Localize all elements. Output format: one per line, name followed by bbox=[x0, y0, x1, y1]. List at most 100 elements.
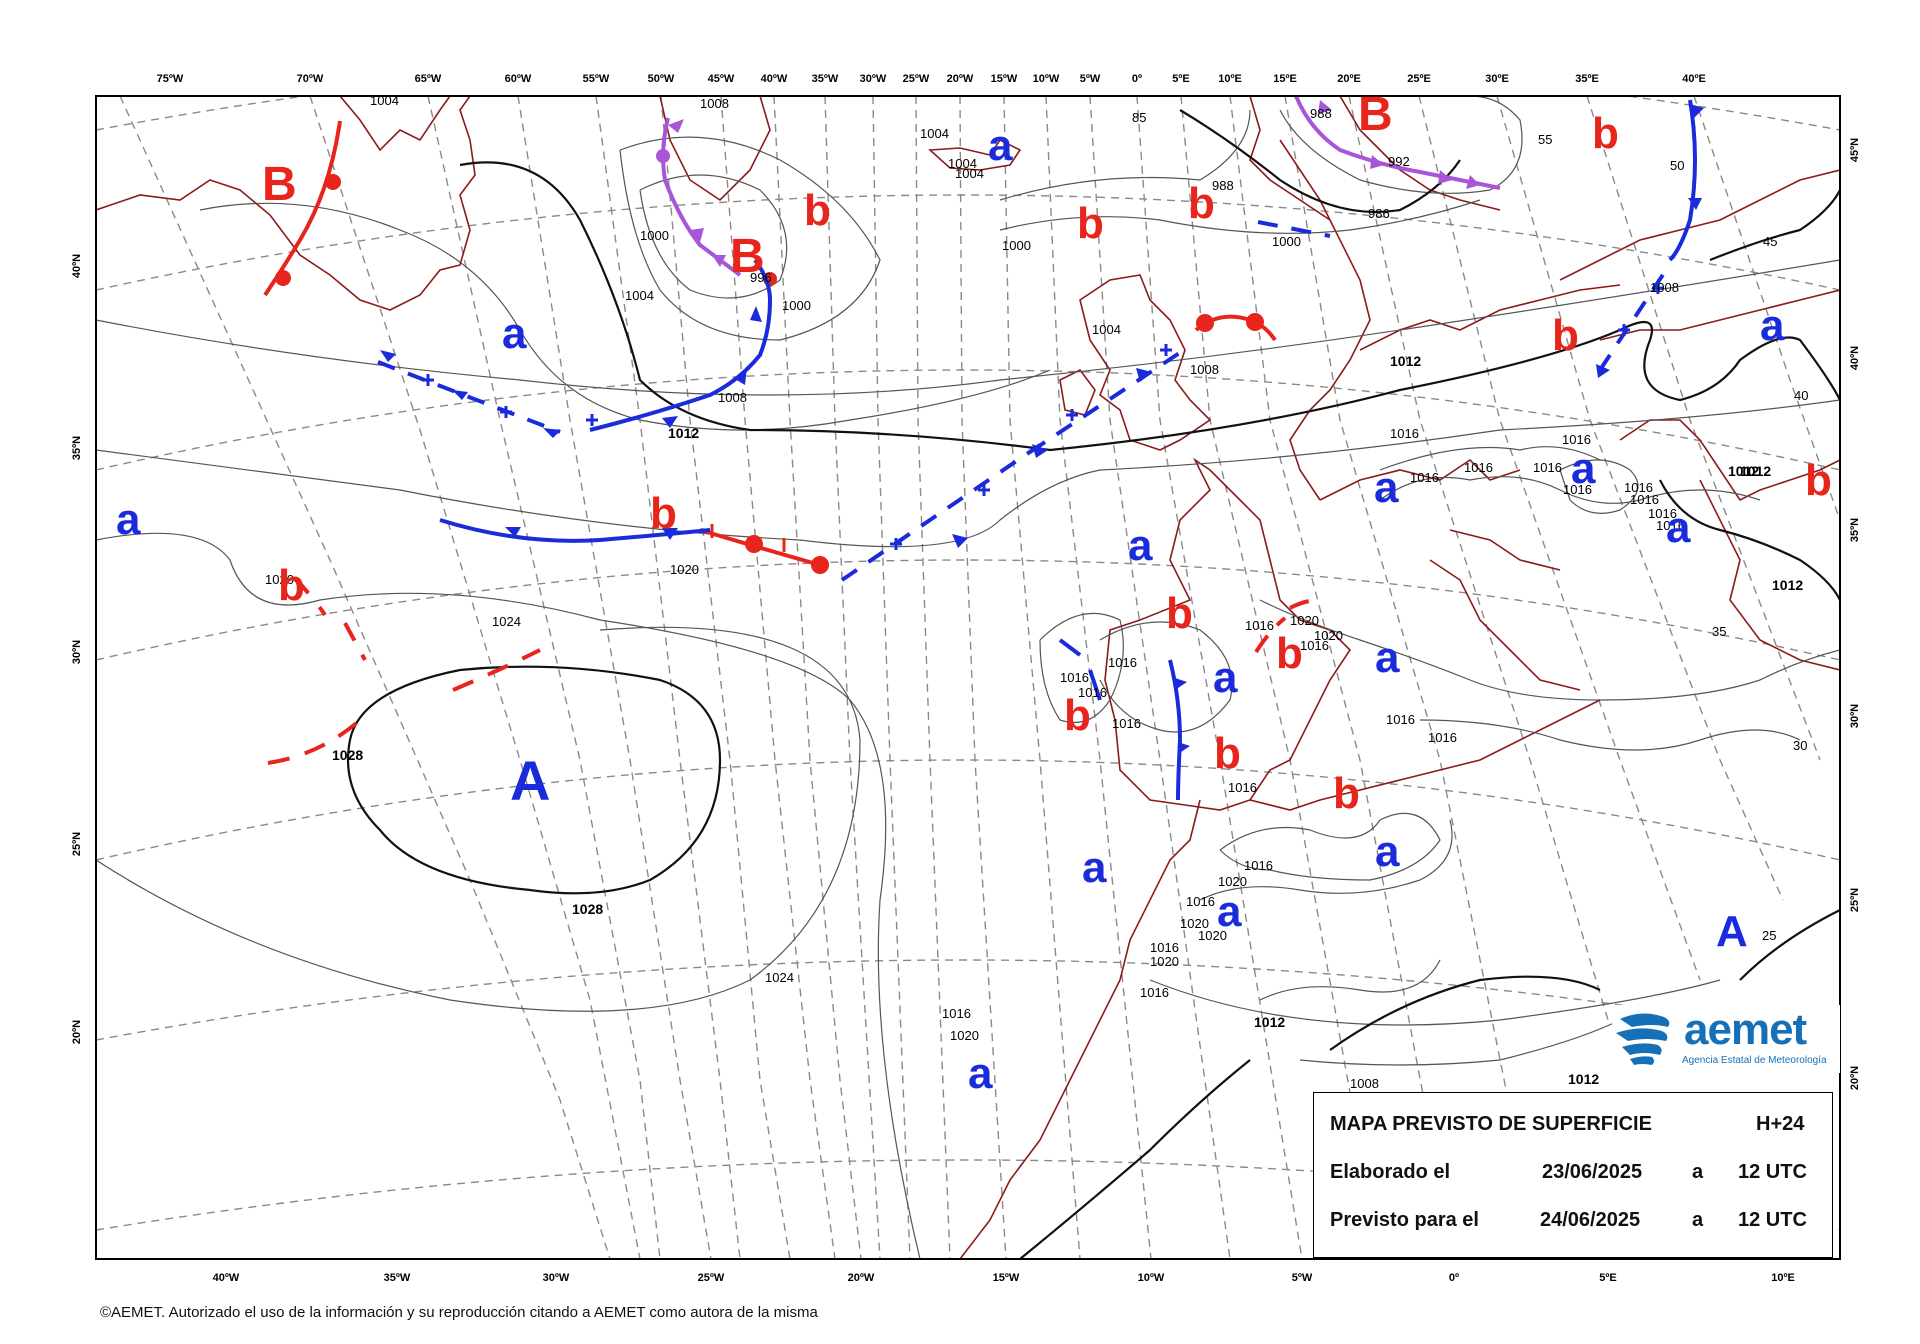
isobar-label: 1016 bbox=[1562, 432, 1591, 447]
tick-label: 35ºN bbox=[71, 436, 83, 460]
tick-label: 45ºW bbox=[708, 73, 735, 85]
isobar-label: 996 bbox=[750, 270, 772, 285]
isobar-label: 1020 bbox=[1198, 928, 1227, 943]
aemet-wordmark: aemet bbox=[1684, 1005, 1807, 1054]
tick-label: 5ºW bbox=[1080, 73, 1101, 85]
isobar-label: 55 bbox=[1538, 132, 1552, 147]
tick-label: 20ºN bbox=[1849, 1066, 1861, 1090]
high-center: a bbox=[988, 121, 1013, 170]
low-center-major: B bbox=[262, 158, 297, 211]
isobar-label: 1012 bbox=[1568, 1071, 1599, 1087]
tick-label: 65ºW bbox=[415, 73, 442, 85]
high-center: a bbox=[1760, 301, 1785, 350]
warm-front-markers bbox=[275, 174, 1264, 574]
isobar-labels: 1004 1008 1004 1000 1004 996 1000 1008 1… bbox=[265, 93, 1808, 1091]
tick-label: 5ºW bbox=[1292, 1272, 1313, 1284]
right-latitude-ticks: 45ºN 40ºN 35ºN 30ºN 25ºN 20ºN bbox=[1849, 138, 1861, 1090]
tick-label: 20ºW bbox=[947, 73, 974, 85]
tick-label: 55ºW bbox=[583, 73, 610, 85]
high-center: a bbox=[1374, 463, 1399, 512]
isobar-label: 1016 bbox=[1410, 470, 1439, 485]
isobar-label: 1012 bbox=[1254, 1014, 1285, 1030]
isobar-label: 1008 bbox=[1650, 280, 1679, 295]
isobar-label: 1012 bbox=[1772, 577, 1803, 593]
isobar-label: 1016 bbox=[1390, 426, 1419, 441]
isobar-label: 1016 bbox=[1630, 492, 1659, 507]
isobar-label: 1016 bbox=[1648, 506, 1677, 521]
high-center: a bbox=[502, 309, 527, 358]
low-center: b bbox=[1552, 311, 1579, 360]
isobar-label: 1028 bbox=[572, 901, 603, 917]
isobar-label: 1016 bbox=[1060, 670, 1089, 685]
isobar-label: 1016 bbox=[1112, 716, 1141, 731]
tick-label: 40ºW bbox=[761, 73, 788, 85]
tick-label: 15ºE bbox=[1273, 73, 1297, 85]
tick-label: 10ºE bbox=[1771, 1272, 1795, 1284]
tick-label: 25ºW bbox=[698, 1272, 725, 1284]
isobar-label: 1024 bbox=[765, 970, 794, 985]
isobar-label: 1012 bbox=[668, 425, 699, 441]
isobar-label: 1016 bbox=[1464, 460, 1493, 475]
cold-front-markers bbox=[380, 104, 1704, 754]
legend-valid-date: 24/06/2025 bbox=[1540, 1209, 1641, 1231]
tick-label: 40ºN bbox=[71, 254, 83, 278]
isobar-label: 1016 bbox=[1428, 730, 1457, 745]
high-center: a bbox=[1666, 503, 1691, 552]
tick-label: 35ºW bbox=[812, 73, 839, 85]
isobar-label: 1016 bbox=[1140, 985, 1169, 1000]
tick-label: 25ºN bbox=[71, 832, 83, 856]
low-center: b bbox=[1188, 179, 1215, 228]
low-center: b bbox=[1064, 691, 1091, 740]
tick-label: 0º bbox=[1132, 73, 1142, 85]
high-center: A bbox=[1716, 907, 1748, 956]
isobars-bold bbox=[346, 109, 1840, 1259]
isobar-label: 1008 bbox=[1190, 362, 1219, 377]
isobar-label: 1020 bbox=[1180, 916, 1209, 931]
legend-valid-label: Previsto para el bbox=[1330, 1209, 1479, 1231]
red-cross-marks bbox=[710, 524, 786, 552]
low-center: b bbox=[1333, 769, 1360, 818]
tick-label: 0º bbox=[1449, 1272, 1459, 1284]
isobar-label: 1008 bbox=[718, 390, 747, 405]
tick-label: 40ºW bbox=[213, 1272, 240, 1284]
bottom-longitude-ticks: 40ºW 35ºW 30ºW 25ºW 20ºW 15ºW 10ºW 5ºW 0… bbox=[213, 1272, 1795, 1284]
aemet-subtitle: Agencia Estatal de Meteorología bbox=[1682, 1055, 1827, 1066]
tick-label: 30ºE bbox=[1485, 73, 1509, 85]
copyright-notice: ©AEMET. Autorizado el uso de la informac… bbox=[100, 1304, 818, 1321]
low-center: b bbox=[1214, 729, 1241, 778]
isobar-label: 1016 bbox=[1563, 482, 1592, 497]
top-longitude-ticks: 75ºW 70ºW 65ºW 60ºW 55ºW 50ºW 45ºW 40ºW … bbox=[157, 73, 1706, 85]
low-center: b bbox=[1077, 199, 1104, 248]
tick-label: 60ºW bbox=[505, 73, 532, 85]
tick-label: 25ºW bbox=[903, 73, 930, 85]
isobar-label: 1028 bbox=[332, 747, 363, 763]
isobar-label: 1000 bbox=[1272, 234, 1301, 249]
high-center: a bbox=[1082, 843, 1107, 892]
tick-label: 40ºE bbox=[1682, 73, 1706, 85]
isobar-label: 1020 bbox=[1218, 874, 1247, 889]
isobar-label: 1016 bbox=[1533, 460, 1562, 475]
high-center: a bbox=[1571, 444, 1596, 493]
isobar-label: 1004 bbox=[920, 126, 949, 141]
isobar-label: 1016 bbox=[1624, 480, 1653, 495]
isobar-label: 1020 bbox=[1314, 628, 1343, 643]
isobar-label: 1004 bbox=[955, 166, 984, 181]
isobar-label: 40 bbox=[1794, 388, 1808, 403]
isobar-label: 1012 bbox=[1390, 353, 1421, 369]
high-center: a bbox=[1375, 633, 1400, 682]
isobar-label: 992 bbox=[1388, 154, 1410, 169]
tick-label: 30ºN bbox=[1849, 704, 1861, 728]
tick-label: 10ºE bbox=[1218, 73, 1242, 85]
low-center-major: B bbox=[1358, 88, 1393, 141]
tick-label: 15ºW bbox=[993, 1272, 1020, 1284]
left-latitude-ticks: 40ºN 35ºN 30ºN 25ºN 20ºN bbox=[71, 254, 83, 1044]
legend-valid-time: 12 UTC bbox=[1738, 1209, 1807, 1231]
isobar-label: 1004 bbox=[625, 288, 654, 303]
tick-label: 40ºN bbox=[1849, 346, 1861, 370]
tick-label: 10ºW bbox=[1033, 73, 1060, 85]
tick-label: 30ºW bbox=[860, 73, 887, 85]
isobar-label: 1012 bbox=[1740, 463, 1771, 479]
high-center: a bbox=[1217, 887, 1242, 936]
stationary-front-crosses bbox=[422, 282, 1664, 550]
